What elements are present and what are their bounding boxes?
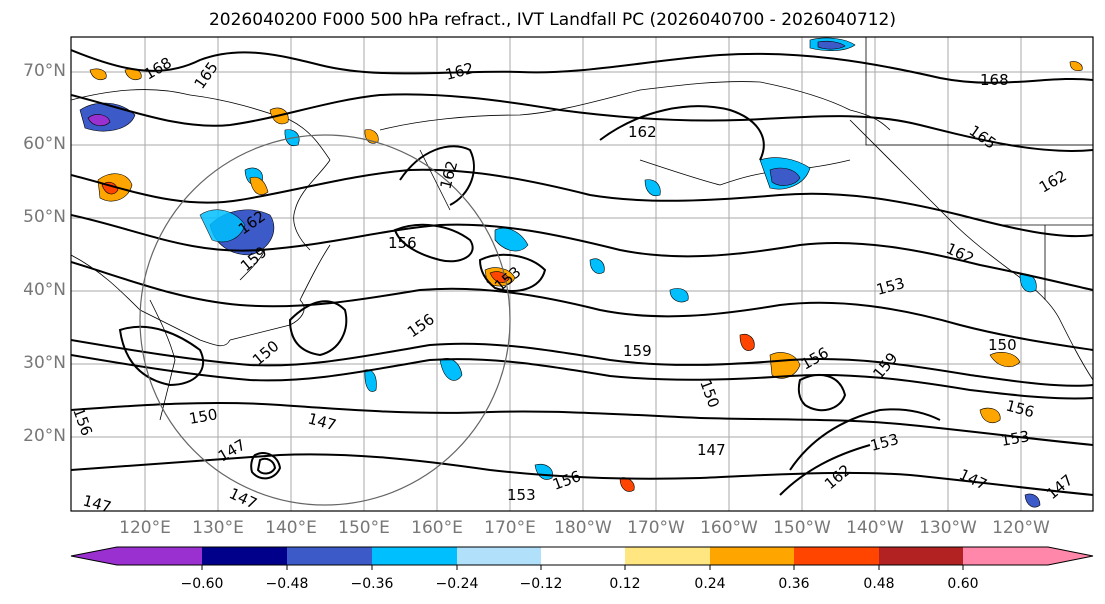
lat-label: 50°N (23, 207, 66, 227)
lat-label: 20°N (23, 426, 66, 446)
map-title: 2026040200 F000 500 hPa refract., IVT La… (208, 10, 896, 30)
lat-label: 70°N (23, 61, 66, 81)
lon-label: 170°W (627, 518, 685, 538)
colorbar-tick-label: −0.12 (519, 576, 563, 592)
contour-label: 159 (623, 342, 652, 360)
colorbar-tick-label: −0.48 (265, 576, 309, 592)
map-frame (70, 36, 1094, 512)
lon-label: 160°W (700, 518, 758, 538)
lon-label: 140°E (265, 518, 317, 538)
gridlines (71, 37, 1093, 511)
landfall-region-circle (139, 134, 511, 506)
colorbar-tick-label: −0.36 (350, 576, 394, 592)
colorbar-tick-label: 0.24 (694, 576, 726, 592)
lat-label: 40°N (23, 280, 66, 300)
contour-label: 156 (388, 234, 417, 252)
anomaly-patches (79, 37, 1083, 508)
lat-label: 60°N (23, 134, 66, 154)
contour-label: 153 (507, 486, 536, 504)
contour-label: 150 (988, 336, 1017, 354)
lon-label: 130°W (919, 518, 977, 538)
lon-label: 120°E (119, 518, 171, 538)
colorbar-tick-label: 0.60 (947, 576, 979, 592)
colorbar-tick-label: 0.12 (609, 576, 641, 592)
lon-label: 120°W (992, 518, 1050, 538)
contour-label: 147 (697, 441, 726, 459)
colorbar-tick-label: −0.24 (435, 576, 479, 592)
contour-label: 162 (628, 123, 657, 141)
coastlines (71, 37, 1093, 421)
lon-label: 150°W (773, 518, 831, 538)
lon-label: 160°E (411, 518, 463, 538)
lon-label: 170°E (484, 518, 536, 538)
contour-label: 150 (188, 405, 219, 428)
lon-label: 130°E (192, 518, 244, 538)
colorbar-tick-label: 0.48 (863, 576, 895, 592)
colorbar-tick-label: −0.60 (180, 576, 224, 592)
lat-label: 30°N (23, 353, 66, 373)
lon-label: 140°W (846, 518, 904, 538)
colorbar-tick-label: 0.36 (778, 576, 810, 592)
contour-label: 153 (1000, 427, 1031, 450)
lon-label: 150°E (338, 518, 390, 538)
contours (71, 49, 1093, 496)
lon-label: 180°W (554, 518, 612, 538)
contour-label: 168 (980, 71, 1009, 89)
